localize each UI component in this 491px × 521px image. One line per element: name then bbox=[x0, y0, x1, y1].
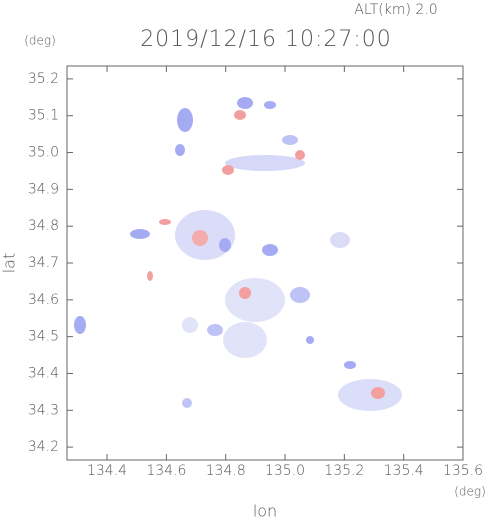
echo bbox=[182, 317, 198, 333]
echo bbox=[147, 271, 153, 281]
echo bbox=[290, 287, 310, 303]
y-unit: (deg) bbox=[24, 34, 56, 48]
echo bbox=[182, 398, 192, 408]
subtitle: ALT(km) 2.0 bbox=[354, 2, 437, 18]
echo bbox=[130, 229, 150, 239]
plot-frame bbox=[66, 65, 464, 461]
echo bbox=[219, 238, 231, 252]
echo bbox=[234, 110, 246, 120]
chart-title: 2019/12/16 10:27:00 bbox=[140, 27, 392, 52]
echo bbox=[177, 108, 193, 132]
echo bbox=[239, 287, 251, 299]
y-tick-label: 34.9 bbox=[28, 181, 59, 197]
echo bbox=[295, 150, 305, 160]
echo bbox=[159, 219, 171, 225]
y-tick-label: 34.7 bbox=[28, 255, 59, 271]
echo bbox=[225, 278, 285, 322]
y-tick-label: 34.3 bbox=[28, 402, 59, 418]
echo bbox=[237, 97, 253, 109]
echo bbox=[264, 101, 276, 109]
y-tick-label: 34.4 bbox=[28, 365, 59, 381]
echo bbox=[262, 244, 278, 256]
x-unit: (deg) bbox=[454, 485, 486, 499]
y-tick-label: 34.8 bbox=[28, 218, 59, 234]
echo bbox=[344, 361, 356, 369]
echo bbox=[222, 165, 234, 175]
y-tick-label: 34.6 bbox=[28, 292, 59, 308]
echo bbox=[74, 316, 86, 334]
echo bbox=[225, 155, 305, 171]
y-tick-label: 35.0 bbox=[28, 145, 59, 161]
y-tick-label: 35.2 bbox=[28, 71, 59, 87]
x-tick-label: 135.0 bbox=[265, 463, 305, 479]
echo bbox=[223, 322, 267, 358]
x-tick-label: 135.2 bbox=[324, 463, 364, 479]
echo bbox=[330, 232, 350, 248]
x-tick-label: 134.4 bbox=[87, 463, 127, 479]
x-tick-label: 135.6 bbox=[443, 463, 483, 479]
echo bbox=[371, 387, 385, 399]
echo bbox=[192, 230, 208, 246]
echo bbox=[207, 324, 223, 336]
y-tick-label: 34.5 bbox=[28, 329, 59, 345]
echo bbox=[175, 144, 185, 156]
echo bbox=[282, 135, 298, 145]
echo bbox=[306, 336, 314, 344]
x-tick-label: 134.6 bbox=[146, 463, 186, 479]
x-tick-label: 134.8 bbox=[206, 463, 246, 479]
y-label: lat bbox=[0, 253, 19, 274]
echo bbox=[338, 379, 402, 411]
y-tick-label: 35.1 bbox=[28, 108, 59, 124]
x-tick-label: 135.4 bbox=[384, 463, 424, 479]
x-label: lon bbox=[253, 502, 277, 521]
y-tick-label: 34.2 bbox=[28, 439, 59, 455]
echoes bbox=[74, 97, 402, 411]
